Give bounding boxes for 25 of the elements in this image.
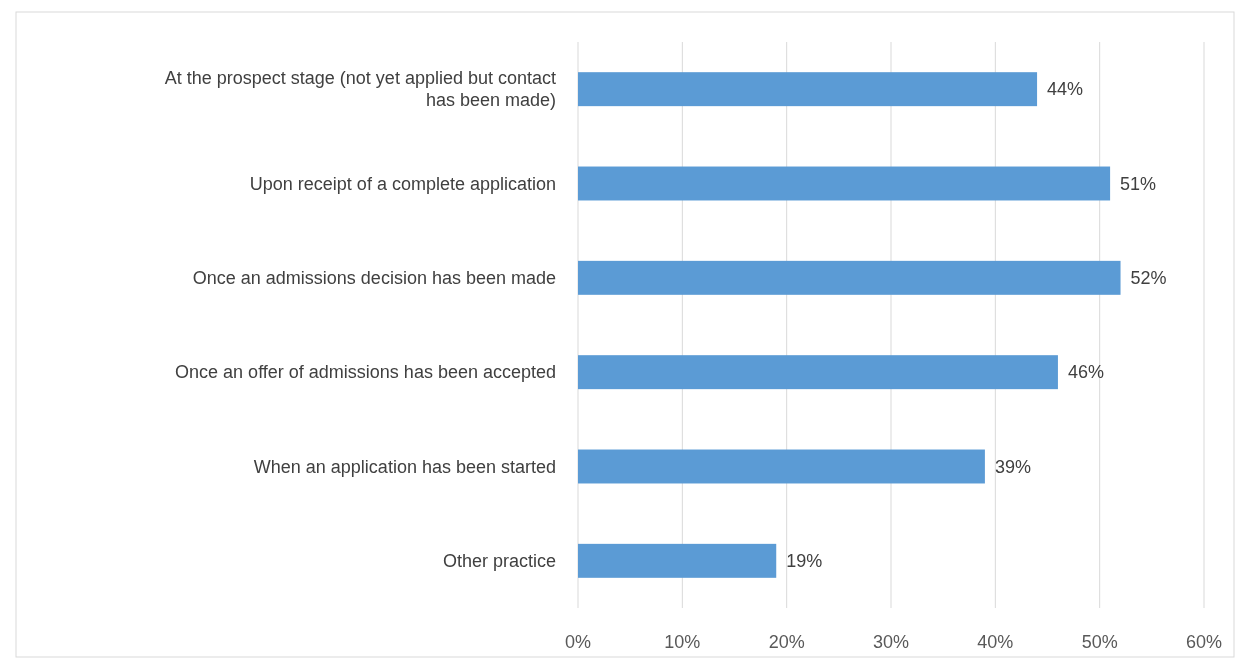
- data-label: 46%: [1067, 362, 1104, 383]
- x-tick-label: 10%: [664, 632, 701, 652]
- x-tick-label: 30%: [872, 632, 910, 652]
- bar: [578, 449, 985, 484]
- bar: [578, 166, 1111, 201]
- data-label: 51%: [1120, 173, 1157, 194]
- y-tick-label: Other practice: [442, 550, 556, 571]
- bar: [578, 543, 777, 578]
- x-tick-label: 40%: [977, 632, 1014, 652]
- y-tick-label: At the prospect stage (not yet applied but contact has been made): [164, 68, 556, 111]
- x-tick-label: 50%: [1081, 632, 1118, 652]
- x-tick-label: 20%: [768, 632, 805, 652]
- data-label: 19%: [786, 550, 823, 571]
- bar: [578, 72, 1038, 107]
- data-label: 52%: [1130, 267, 1167, 288]
- y-tick-label: When an application has been started: [253, 456, 556, 477]
- bar: [578, 355, 1058, 390]
- x-tick-label: 60%: [1185, 632, 1223, 652]
- y-tick-label: Once an offer of admissions has been accepted: [175, 362, 556, 383]
- data-label: 39%: [994, 456, 1031, 477]
- y-tick-label: Once an admissions decision has been made: [192, 267, 556, 288]
- data-label: 44%: [1047, 79, 1084, 100]
- x-tick-label: 0%: [564, 632, 592, 652]
- bar: [578, 260, 1121, 295]
- y-tick-label: Upon receipt of a complete application: [249, 173, 556, 194]
